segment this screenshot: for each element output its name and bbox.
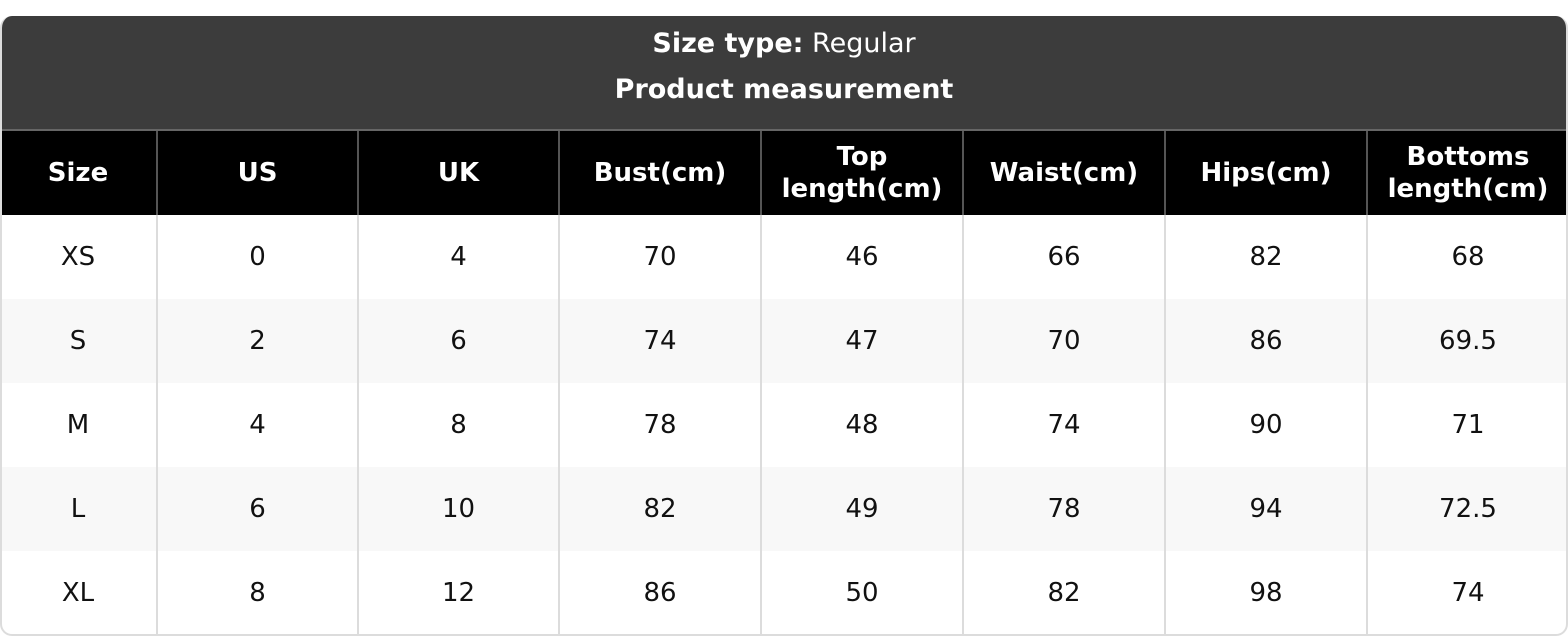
table-cell: 72.5 — [1366, 467, 1566, 551]
table-cell: 70 — [962, 299, 1165, 383]
table-cell: 82 — [558, 467, 761, 551]
column-header: US — [156, 129, 358, 215]
table-row: XS 0 4 70 46 66 82 68 — [2, 215, 1566, 299]
table-cell: 4 — [357, 215, 559, 299]
table-cell: 10 — [357, 467, 559, 551]
table-cell: 2 — [156, 299, 358, 383]
table-cell: 46 — [760, 215, 963, 299]
table-cell: 74 — [962, 383, 1165, 467]
table-cell: 82 — [962, 551, 1165, 634]
table-cell: 48 — [760, 383, 963, 467]
table-cell: XS — [60, 242, 96, 272]
table-cell: S — [2, 299, 157, 383]
table-cell: 71 — [1366, 383, 1566, 467]
size-type-value: Regular — [812, 28, 916, 59]
column-header: Bottoms length(cm) — [1366, 129, 1566, 215]
table-cell: 49 — [760, 467, 963, 551]
table-cell: 0 — [156, 215, 358, 299]
size-type-label: Size type: — [652, 28, 804, 59]
table-cell: 6 — [156, 467, 358, 551]
table-cell: 50 — [760, 551, 963, 634]
table-cell: 86 — [558, 551, 761, 634]
table-cell: M — [66, 410, 90, 440]
size-chart-header: Size type: Regular Product measurement — [2, 16, 1566, 129]
table-cell: 82 — [1164, 215, 1367, 299]
table-cell: 86 — [1164, 299, 1367, 383]
table-cell: 6 — [357, 299, 559, 383]
table-cell: XL — [61, 578, 95, 608]
table-cell: 66 — [962, 215, 1165, 299]
table-cell: 98 — [1164, 551, 1367, 634]
table-cell: 8 — [357, 383, 559, 467]
table-row: S 2 6 74 47 70 86 69.5 — [2, 299, 1566, 383]
table-cell: 70 — [558, 215, 761, 299]
table-cell: 78 — [962, 467, 1165, 551]
column-header: Hips(cm) — [1164, 129, 1367, 215]
table-cell: 12 — [357, 551, 559, 634]
size-type: Size type: Regular — [2, 16, 1566, 72]
size-chart: Size type: Regular Product measurement S… — [0, 16, 1568, 636]
table-cell: 68 — [1366, 215, 1566, 299]
table-cell: L — [2, 467, 157, 551]
table-cell: 4 — [156, 383, 358, 467]
column-header: Top length(cm) — [760, 129, 963, 215]
table-cell: 78 — [558, 383, 761, 467]
column-header: Size — [2, 129, 157, 215]
table-row: XL 8 12 86 50 82 98 74 — [2, 551, 1566, 634]
column-header: Bust(cm) — [558, 129, 761, 215]
table-row: M 4 8 78 48 74 90 71 — [2, 383, 1566, 467]
table-cell: 69.5 — [1366, 299, 1566, 383]
table-cell: 47 — [760, 299, 963, 383]
section-title: Product measurement — [614, 74, 954, 105]
column-header: Waist(cm) — [962, 129, 1165, 215]
table-cell: 94 — [1164, 467, 1367, 551]
column-header-row: Size US UK Bust(cm) Top length(cm) Waist(cm) H… — [2, 129, 1566, 215]
table-row: L 6 10 82 49 78 94 72.5 — [2, 467, 1566, 551]
table-cell: 8 — [156, 551, 358, 634]
column-header: UK — [357, 129, 559, 215]
table-cell: 90 — [1164, 383, 1367, 467]
table-cell: 74 — [1366, 551, 1566, 634]
measurement-table: Size US UK Bust(cm) Top length(cm) Waist(cm) H… — [2, 129, 1566, 634]
table-cell: 74 — [558, 299, 761, 383]
